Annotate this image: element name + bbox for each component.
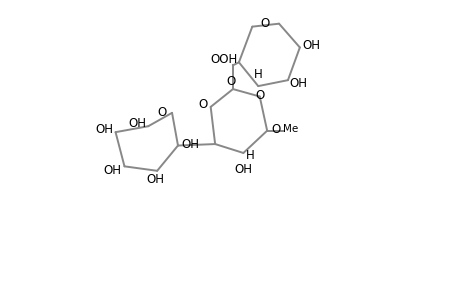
- Text: O: O: [271, 123, 280, 136]
- Text: H: H: [246, 149, 255, 162]
- Text: OH: OH: [289, 76, 307, 90]
- Text: O: O: [260, 17, 269, 30]
- Text: OH: OH: [234, 163, 252, 176]
- Text: OH: OH: [103, 164, 121, 177]
- Text: O: O: [255, 88, 264, 101]
- Text: OH: OH: [95, 123, 113, 136]
- Text: O: O: [226, 75, 235, 88]
- Text: Me: Me: [282, 124, 297, 134]
- Text: OH: OH: [180, 138, 199, 151]
- Text: O: O: [198, 98, 207, 111]
- Text: OH: OH: [146, 173, 164, 186]
- Text: OOH: OOH: [210, 53, 237, 66]
- Text: OH: OH: [302, 40, 320, 52]
- Text: H: H: [253, 68, 262, 81]
- Text: OH: OH: [129, 117, 146, 130]
- Text: O: O: [157, 106, 166, 119]
